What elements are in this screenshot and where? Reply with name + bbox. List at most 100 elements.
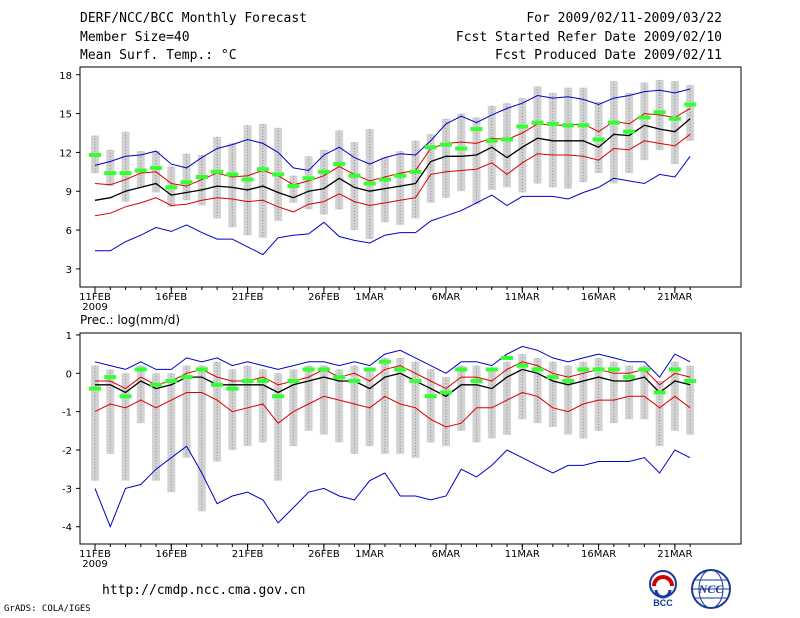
panel2-median-marker: [150, 382, 163, 387]
panel1-median-marker: [348, 173, 361, 178]
panel2-median-marker: [119, 394, 132, 399]
panel2-median-marker: [684, 378, 697, 383]
panel2-median-marker: [226, 386, 239, 391]
panel1-median-marker: [485, 138, 498, 143]
panel2-median-marker: [592, 367, 605, 372]
panel1-median-marker: [195, 175, 208, 179]
panel2-range-box: [182, 365, 191, 458]
panel2-ytick-label: -2: [62, 446, 72, 457]
panel1-median-marker: [439, 142, 452, 147]
panel2-lower-line: [94, 391, 691, 428]
panel1-range-box: [197, 155, 206, 206]
panel1-range-box: [182, 153, 191, 201]
panel2-range-box: [167, 373, 176, 493]
panel2-median-marker: [272, 394, 285, 399]
panel2-xtick-label: 6MAR: [432, 549, 461, 560]
panel2-xtick-label: 11FEB: [79, 549, 111, 560]
panel2-range-box: [228, 369, 237, 451]
panel2-range-box: [243, 365, 252, 447]
panel1-median-marker: [272, 172, 285, 177]
panel2-median-marker: [501, 355, 514, 360]
panel1-median-marker: [592, 137, 605, 142]
panel1-median-marker: [287, 184, 300, 189]
panel2-ytick-label: -3: [62, 484, 72, 495]
panel1-lower-line: [94, 133, 691, 217]
panel2-range-box: [518, 354, 527, 420]
panel2-range-box: [350, 365, 359, 454]
panel2-min-line: [94, 445, 691, 529]
panel1-median-marker: [180, 180, 193, 185]
panel2-median-marker: [455, 367, 468, 372]
panel1-median-marker: [104, 171, 117, 176]
panel1-range-box: [304, 156, 313, 210]
panel1-range-box: [350, 142, 359, 231]
panel2-ytick-label: -4: [62, 523, 72, 534]
panel2-median-marker: [195, 367, 208, 372]
panel1-range-box: [670, 81, 679, 165]
panel2-range-box: [274, 373, 283, 481]
produced-date: Fcst Produced Date 2009/02/11: [495, 48, 722, 63]
panel1-xtick-year: 2009: [82, 302, 107, 313]
panel1-median-marker: [501, 137, 514, 142]
panel2-median-marker: [470, 378, 483, 383]
panel2-ytick-label: -1: [62, 408, 72, 419]
forecast-range: For 2009/02/11-2009/03/22: [526, 11, 722, 26]
panel2-median-marker: [333, 375, 346, 380]
panel1-median-marker: [241, 177, 254, 182]
panel2-median-marker: [424, 394, 437, 399]
panel1-median-marker: [424, 145, 437, 150]
panel2-range-box: [533, 357, 542, 424]
panel2-xtick-label: 16FEB: [155, 549, 187, 560]
panel1-range-box: [411, 140, 420, 219]
panel1-ytick-label: 18: [59, 71, 72, 82]
panel1-median-marker: [119, 171, 132, 176]
panel1-median-marker: [256, 167, 269, 172]
panel2-mean-line: [95, 368, 691, 398]
panel2-median-marker: [638, 367, 651, 372]
panel1-max-line: [94, 88, 691, 172]
panel2-median-marker: [256, 378, 269, 383]
panel2-range-box: [655, 380, 664, 447]
panel2-range-box: [289, 369, 298, 447]
panel1-median-marker: [89, 153, 101, 157]
footer-url[interactable]: http://cmdp.ncc.cma.gov.cn: [102, 583, 306, 598]
panel1-median-marker: [562, 123, 575, 128]
panel1-range-box: [289, 175, 298, 203]
panel1-median-marker: [226, 172, 239, 177]
panel2-median-marker: [378, 359, 391, 364]
panel1-median-marker: [455, 146, 468, 151]
panel2-range-box: [640, 365, 649, 420]
panel2-range-box: [686, 365, 695, 435]
panel2-median-marker: [607, 367, 620, 372]
bcc-logo-text: BCC: [653, 598, 673, 608]
panel1-range-box: [564, 87, 573, 189]
panel2-median-marker: [241, 378, 254, 383]
panel1-xtick-label: 1MAR: [355, 292, 384, 303]
panel2-range-box: [625, 365, 634, 420]
panel1-upper-line: [94, 107, 691, 187]
variable-label: Mean Surf. Temp.: °C: [80, 48, 237, 63]
panel2-range-box: [472, 365, 481, 443]
panel1-min-line: [95, 156, 691, 256]
panel1-frame: [79, 66, 742, 288]
panel1-range-box: [518, 98, 527, 193]
panel2-xtick-label: 26FEB: [308, 549, 340, 560]
panel2-median-marker: [394, 367, 407, 372]
panel1-median-marker: [668, 116, 681, 121]
panel1-median-marker: [638, 115, 651, 120]
panel2-frame: [79, 332, 742, 545]
grads-credit: GrADS: COLA/IGES: [4, 604, 91, 614]
panel1-xtick-label: 21FEB: [232, 292, 264, 303]
panel2-ytick-label: 0: [66, 369, 72, 380]
panel1-median-marker: [165, 185, 178, 190]
panel2-range-box: [304, 365, 313, 431]
panel1-range-box: [121, 131, 130, 202]
panel2-range-box: [564, 365, 573, 435]
chart-title: DERF/NCC/BCC Monthly Forecast: [80, 11, 307, 26]
panel2-upper-line: [95, 361, 691, 390]
bcc-logo: BCC: [649, 570, 677, 608]
panel2-range-box: [396, 357, 405, 454]
panel2-median-marker: [302, 367, 315, 372]
panel1-range-box: [548, 92, 557, 188]
ncc-logo-text: NCC: [698, 582, 725, 596]
